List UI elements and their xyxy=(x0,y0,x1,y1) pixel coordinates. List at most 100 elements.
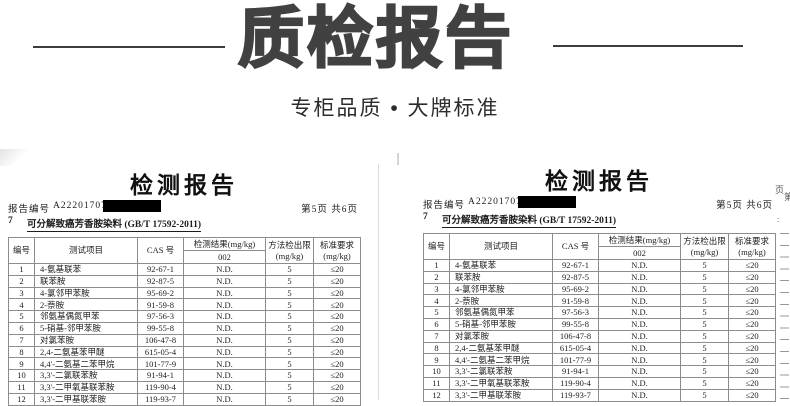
cell-cas: 91-59-8 xyxy=(137,298,184,312)
col-header-no: 编号 xyxy=(423,233,450,260)
cell-req: ≤20 xyxy=(313,286,361,300)
table-row: 11 3,3'-二甲氧基联苯胺 119-90-4 N.D. 5 ≤20 xyxy=(423,376,776,390)
table-row: 12 3,3'-二甲基联苯胺 119-93-7 N.D. 5 ≤20 xyxy=(423,388,776,402)
cell-limit: 5 xyxy=(680,317,729,331)
page-indicator: 第5页 共6页 xyxy=(716,201,773,211)
cell-limit: 5 xyxy=(265,321,314,335)
cell-limit: 5 xyxy=(680,388,729,402)
redaction-box xyxy=(103,200,161,212)
cell-req: ≤20 xyxy=(313,345,361,359)
cell-no: 1 xyxy=(8,263,35,276)
table-row: 2 联苯胺 92-87-5 N.D. 5 ≤20 xyxy=(8,274,361,288)
col-header-limit-line1: 方法检出限 xyxy=(683,235,726,246)
cell-result: N.D. xyxy=(598,270,681,284)
cell-item: 邻氨基偶氮甲苯 xyxy=(449,306,553,319)
cell-cas: 119-93-7 xyxy=(137,392,184,406)
cell-item: 5-硝基-邻甲苯胺 xyxy=(449,317,553,331)
table-row: 12 3,3'-二甲基联苯胺 119-93-7 N.D. 5 ≤20 xyxy=(8,392,361,406)
cell-req: ≤20 xyxy=(313,310,361,323)
results-table: 编号 测试项目 CAS 号 检测结果(mg/kg) 方法检出限 (mg/kg) … xyxy=(423,233,776,402)
cell-item: 联苯胺 xyxy=(34,274,138,288)
col-header-req-line2: (mg/kg) xyxy=(738,246,766,257)
page-edge-divider xyxy=(378,164,379,400)
cell-req: ≤20 xyxy=(728,306,776,319)
table-row: 1 4-氨基联苯 92-67-1 N.D. 5 ≤20 xyxy=(423,259,776,272)
cell-no: 12 xyxy=(8,392,35,406)
cell-no: 9 xyxy=(423,353,450,367)
cell-item: 4-氯邻甲苯胺 xyxy=(34,286,138,300)
cell-result: N.D. xyxy=(183,345,266,359)
table-row: 7 对氯苯胺 106-47-8 N.D. 5 ≤20 xyxy=(8,333,361,347)
cell-item: 3,3'-二甲氧基联苯胺 xyxy=(34,380,138,394)
cell-result: N.D. xyxy=(183,274,266,288)
cell-req: ≤20 xyxy=(313,380,361,394)
cell-cas: 91-94-1 xyxy=(137,369,184,382)
col-header-req-line1: 标准要求 xyxy=(734,235,769,246)
cell-cas: 92-87-5 xyxy=(137,274,184,288)
cell-limit: 5 xyxy=(680,353,729,367)
cell-result: N.D. xyxy=(183,380,266,394)
table-row: 4 2-萘胺 91-59-8 N.D. 5 ≤20 xyxy=(423,294,776,308)
report-doc-right: 检测报告 报告编号 A2220170720 第5页 共6页 7 可分解致癌芳香胺… xyxy=(415,152,790,402)
cell-no: 10 xyxy=(8,369,35,382)
cell-result: N.D. xyxy=(183,321,266,335)
table-row: 8 2,4-二氨基苯甲醚 615-05-4 N.D. 5 ≤20 xyxy=(8,345,361,359)
cell-req: ≤20 xyxy=(728,388,776,402)
table-row: 9 4,4'-二氨基二苯甲烷 101-77-9 N.D. 5 ≤20 xyxy=(8,357,361,371)
cell-limit: 5 xyxy=(265,369,314,382)
cell-no: 6 xyxy=(8,321,35,335)
report-no-value: A2220170720 xyxy=(53,201,119,211)
col-header-result: 检测结果(mg/kg) xyxy=(598,233,681,247)
cell-cas: 615-05-4 xyxy=(137,345,184,359)
cell-no: 9 xyxy=(8,357,35,371)
report-doc-left: 检测报告 报告编号 A2220170720 第5页 共6页 7 可分解致癌芳香胺… xyxy=(0,156,378,406)
cell-req: ≤20 xyxy=(728,282,776,296)
cell-result: N.D. xyxy=(598,376,681,390)
cell-no: 11 xyxy=(8,380,35,394)
cell-result: N.D. xyxy=(598,341,681,355)
cell-cas: 91-59-8 xyxy=(552,294,599,308)
cell-req: ≤20 xyxy=(728,329,776,343)
cell-no: 7 xyxy=(8,333,35,347)
cell-limit: 5 xyxy=(680,306,729,319)
cell-limit: 5 xyxy=(265,357,314,371)
cell-no: 2 xyxy=(8,274,35,288)
cell-cas: 92-67-1 xyxy=(137,263,184,276)
section-number: 7 xyxy=(423,212,428,222)
cell-result: N.D. xyxy=(183,310,266,323)
report-no-label: 报告编号 xyxy=(423,201,466,211)
report-no-label: 报告编号 xyxy=(8,205,51,215)
banner-subtitle: 专柜品质 • 大牌标准 xyxy=(290,97,500,120)
cell-req: ≤20 xyxy=(313,298,361,312)
cell-req: ≤20 xyxy=(728,376,776,390)
cell-req: ≤20 xyxy=(313,392,361,406)
doc-title: 检测报告 xyxy=(545,169,653,194)
cell-result: N.D. xyxy=(598,329,681,343)
cell-req: ≤20 xyxy=(313,369,361,382)
report-no-value: A2220170720 xyxy=(468,197,534,207)
table-row: 9 4,4'-二氨基二苯甲烷 101-77-9 N.D. 5 ≤20 xyxy=(423,353,776,367)
table-row: 2 联苯胺 92-87-5 N.D. 5 ≤20 xyxy=(423,270,776,284)
col-header-req-line2: (mg/kg) xyxy=(323,250,351,261)
cell-no: 4 xyxy=(8,298,35,312)
cell-req: ≤20 xyxy=(313,321,361,335)
cell-req: ≤20 xyxy=(728,341,776,355)
next-page-text-fragment: 第 xyxy=(784,192,790,202)
col-header-limit: 方法检出限 (mg/kg) xyxy=(265,237,314,264)
page-corner-tick xyxy=(397,153,399,165)
table-row: 5 邻氨基偶氮甲苯 97-56-3 N.D. 5 ≤20 xyxy=(8,310,361,323)
doc-title: 检测报告 xyxy=(130,173,238,198)
cell-limit: 5 xyxy=(265,333,314,347)
cell-cas: 101-77-9 xyxy=(552,353,599,367)
cell-result: N.D. xyxy=(183,333,266,347)
table-row: 5 邻氨基偶氮甲苯 97-56-3 N.D. 5 ≤20 xyxy=(423,306,776,319)
cell-cas: 101-77-9 xyxy=(137,357,184,371)
cell-cas: 91-94-1 xyxy=(552,365,599,378)
cell-cas: 119-93-7 xyxy=(552,388,599,402)
cell-req: ≤20 xyxy=(313,263,361,276)
cell-cas: 119-90-4 xyxy=(137,380,184,394)
cell-result: N.D. xyxy=(598,365,681,378)
cell-no: 10 xyxy=(423,365,450,378)
cell-item: 3,3'-二甲基联苯胺 xyxy=(34,392,138,406)
cell-cas: 97-56-3 xyxy=(137,310,184,323)
